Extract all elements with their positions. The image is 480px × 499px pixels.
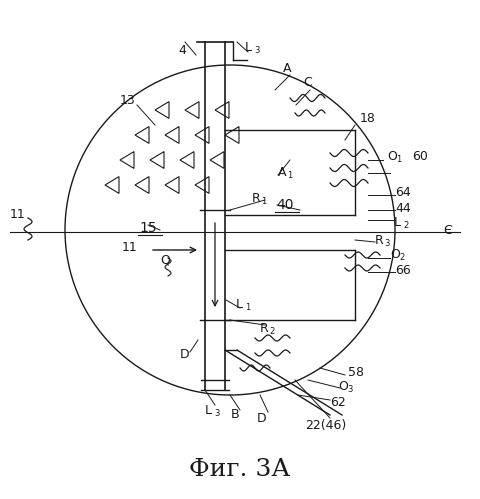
Text: 22(46): 22(46) [305,419,346,432]
Text: D: D [257,412,267,425]
Text: L: L [205,404,212,417]
Text: 1: 1 [245,303,250,312]
Text: D: D [180,348,190,361]
Text: R: R [375,234,384,247]
Text: Є: Є [444,224,452,237]
Text: 3: 3 [384,239,389,248]
Text: 1: 1 [287,171,292,180]
Text: 1: 1 [261,197,266,206]
Text: R: R [252,192,261,205]
Text: L: L [236,298,243,311]
Text: 11: 11 [10,209,26,222]
Text: 2: 2 [399,253,404,262]
Text: A: A [283,61,291,74]
Text: 62: 62 [330,396,346,409]
Text: Q: Q [160,253,170,266]
Text: 3: 3 [214,409,219,418]
Text: Фиг. 3А: Фиг. 3А [189,459,291,482]
Text: 58: 58 [348,365,364,379]
Text: B: B [231,409,240,422]
Text: 15: 15 [139,221,157,235]
Text: L: L [394,216,401,229]
Text: R: R [260,321,269,334]
Text: 60: 60 [412,151,428,164]
Text: 3: 3 [254,45,259,54]
Text: 44: 44 [395,202,411,215]
Text: L: L [245,40,252,53]
Text: O: O [390,249,400,261]
Text: 2: 2 [269,326,274,335]
Text: 66: 66 [395,263,411,276]
Text: 40: 40 [276,198,294,212]
Text: A: A [278,166,287,179]
Text: 4: 4 [178,43,186,56]
Text: O: O [338,381,348,394]
Text: C: C [304,75,312,88]
Text: 2: 2 [403,221,408,230]
Text: 64: 64 [395,186,411,199]
Text: O: O [387,151,397,164]
Text: 3: 3 [347,386,352,395]
Text: 13: 13 [120,93,136,106]
Text: 11: 11 [122,241,138,253]
Text: 18: 18 [360,111,376,124]
Text: 1: 1 [396,156,401,165]
